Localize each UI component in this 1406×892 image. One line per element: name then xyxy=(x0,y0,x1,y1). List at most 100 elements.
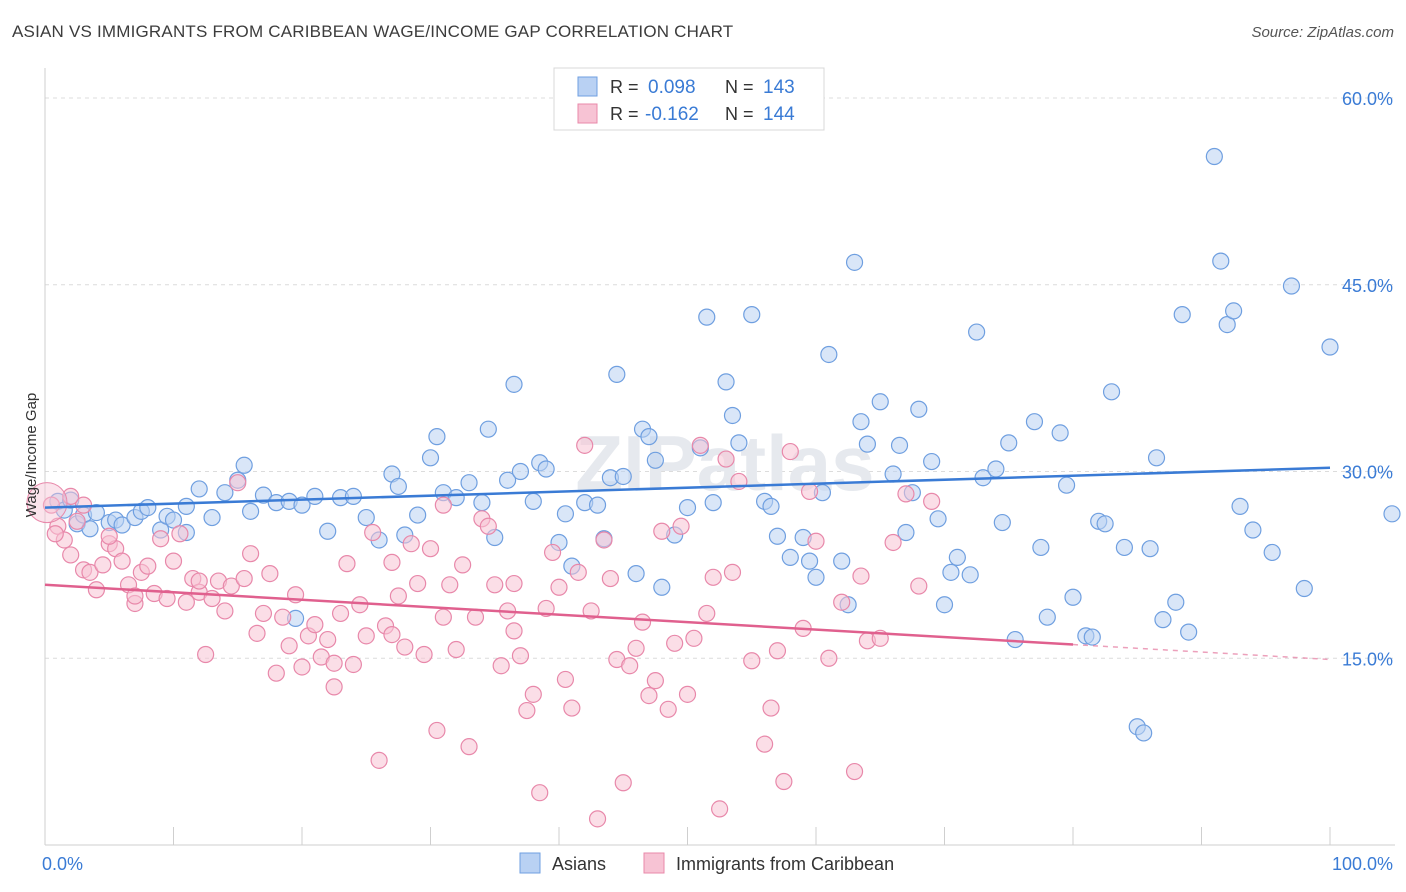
point-1-128 xyxy=(434,608,452,626)
point-0-75 xyxy=(743,306,761,324)
point-1-18 xyxy=(158,589,176,608)
stats-r-label-asians: R = xyxy=(610,77,639,97)
point-0-33 xyxy=(357,508,375,527)
point-0-87 xyxy=(845,253,864,271)
point-0-61 xyxy=(614,467,632,486)
point-0-115 xyxy=(1083,628,1101,646)
point-1-119 xyxy=(845,762,864,781)
point-0-124 xyxy=(1154,611,1172,629)
point-1-61 xyxy=(434,496,452,514)
point-1-101 xyxy=(691,436,709,454)
point-1-68 xyxy=(479,517,497,535)
y-tick-label-0: 15.0% xyxy=(1342,649,1393,669)
stats-legend: R = 0.098 N = 143 R = -0.162 N = 144 xyxy=(553,67,825,131)
point-1-104 xyxy=(711,800,729,818)
point-1-0 xyxy=(42,496,61,514)
point-0-136 xyxy=(1295,579,1313,598)
point-1-87 xyxy=(601,569,620,588)
point-1-112 xyxy=(775,772,793,791)
point-0-127 xyxy=(1180,623,1198,641)
point-1-53 xyxy=(383,553,401,571)
series-asians-points xyxy=(49,147,1401,742)
point-0-113 xyxy=(1064,588,1082,606)
point-0-45 xyxy=(479,420,497,438)
stats-n-value-asians: 143 xyxy=(763,77,795,98)
point-1-100 xyxy=(685,629,703,647)
point-1-57 xyxy=(409,574,427,593)
point-0-98 xyxy=(935,596,954,614)
point-0-107 xyxy=(1006,630,1024,649)
point-1-15 xyxy=(139,557,157,575)
point-0-32 xyxy=(344,487,362,505)
point-1-58 xyxy=(415,645,433,664)
point-0-65 xyxy=(646,451,664,469)
point-0-20 xyxy=(216,484,234,502)
bottom-legend-swatch-caribbean xyxy=(643,852,665,874)
stats-r-value-caribbean: -0.162 xyxy=(645,104,699,125)
point-1-109 xyxy=(755,735,774,753)
point-0-138 xyxy=(1383,505,1401,523)
point-0-110 xyxy=(1038,608,1056,626)
point-1-94 xyxy=(646,672,664,690)
point-0-125 xyxy=(1167,593,1185,611)
bottom-legend-label-caribbean: Immigrants from Caribbean xyxy=(676,854,894,874)
point-0-88 xyxy=(852,413,870,431)
trend-lines xyxy=(44,466,1331,661)
legend-swatch-caribbean xyxy=(577,103,598,124)
point-1-124 xyxy=(897,485,915,503)
point-0-131 xyxy=(1225,302,1243,320)
point-0-84 xyxy=(820,345,838,364)
point-0-95 xyxy=(910,400,928,418)
point-0-119 xyxy=(1115,538,1134,557)
point-0-22 xyxy=(235,456,253,474)
chart-source: Source: ZipAtlas.com xyxy=(1251,24,1394,41)
point-0-49 xyxy=(511,462,530,481)
point-1-30 xyxy=(235,569,253,588)
y-tick-labels: 15.0% 30.0% 45.0% 60.0% xyxy=(1342,89,1393,669)
point-0-62 xyxy=(627,564,645,583)
point-1-48 xyxy=(351,596,369,614)
point-0-52 xyxy=(537,460,555,478)
point-0-71 xyxy=(704,494,722,512)
point-1-8 xyxy=(94,556,112,574)
point-1-136 xyxy=(46,525,64,543)
point-1-84 xyxy=(582,602,600,620)
point-1-25 xyxy=(203,589,221,608)
point-1-56 xyxy=(402,535,420,553)
point-1-51 xyxy=(370,751,388,769)
point-1-74 xyxy=(518,701,536,720)
point-1-127 xyxy=(505,574,523,593)
point-1-27 xyxy=(216,602,234,620)
point-1-105 xyxy=(717,450,735,468)
point-0-74 xyxy=(730,434,748,452)
point-1-116 xyxy=(807,532,825,550)
bottom-legend-swatch-asians xyxy=(519,852,541,874)
point-0-82 xyxy=(807,568,825,586)
point-0-38 xyxy=(409,506,427,524)
point-1-89 xyxy=(614,774,632,792)
point-1-33 xyxy=(254,604,273,623)
point-1-76 xyxy=(531,784,549,802)
point-0-79 xyxy=(781,548,799,567)
stats-n-label-caribbean: N = xyxy=(725,104,754,124)
point-1-118 xyxy=(833,593,851,611)
point-1-106 xyxy=(723,563,742,581)
point-0-133 xyxy=(1244,521,1262,539)
point-0-81 xyxy=(800,552,819,570)
point-1-126 xyxy=(923,492,941,510)
point-1-43 xyxy=(319,630,337,649)
point-1-82 xyxy=(569,563,587,581)
point-0-118 xyxy=(1102,383,1121,401)
point-1-63 xyxy=(447,640,465,659)
trend-line-dashed-1 xyxy=(1072,643,1331,661)
point-1-37 xyxy=(280,637,298,655)
x-tick-label-0: 0.0% xyxy=(42,854,83,874)
point-1-132 xyxy=(126,587,144,605)
point-0-97 xyxy=(929,510,947,528)
trend-line-0 xyxy=(44,466,1331,509)
bottom-legend-label-asians: Asians xyxy=(552,854,606,874)
point-1-69 xyxy=(486,576,504,594)
stats-n-value-caribbean: 144 xyxy=(763,104,795,125)
stats-r-label-caribbean: R = xyxy=(610,104,639,124)
